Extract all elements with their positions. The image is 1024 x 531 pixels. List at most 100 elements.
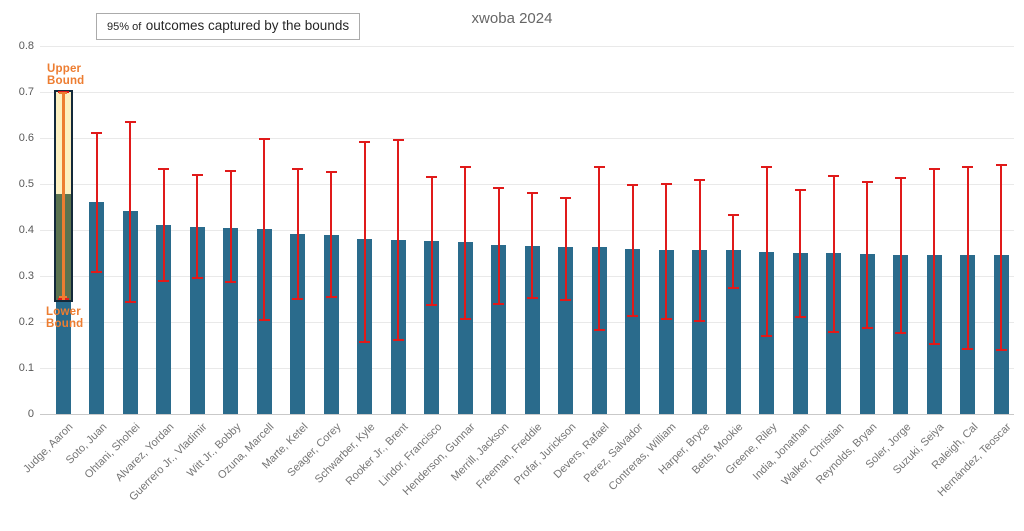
error-bar — [397, 138, 399, 342]
gridline — [40, 184, 1014, 185]
error-bar-cap — [124, 300, 136, 303]
error-bar — [799, 188, 801, 318]
error-bar-cap — [359, 340, 370, 343]
error-bar-cap — [895, 177, 906, 180]
y-tick-label: 0.6 — [18, 132, 34, 144]
bar — [491, 245, 506, 414]
bar — [658, 249, 674, 414]
error-bar-cap — [258, 138, 270, 140]
error-bar-cap-highlight — [59, 296, 67, 299]
bar — [290, 233, 305, 414]
error-bar — [564, 196, 567, 301]
error-bar-cap — [995, 349, 1007, 352]
error-bar — [1000, 163, 1002, 352]
bar — [625, 249, 640, 414]
error-bar-cap — [861, 327, 873, 330]
error-bar — [263, 138, 265, 321]
error-bar — [966, 165, 969, 350]
bar — [323, 234, 339, 414]
error-bar-cap — [91, 270, 102, 273]
error-bar-cap — [895, 331, 906, 334]
error-bar-cap-highlight — [59, 91, 67, 94]
error-bar-cap — [292, 298, 303, 301]
chart-title: xwoba 2024 — [471, 10, 553, 27]
error-bar-cap — [627, 314, 638, 317]
x-axis-line — [40, 414, 1014, 415]
y-tick-label: 0.3 — [18, 270, 34, 282]
error-bar-cap — [861, 180, 873, 183]
error-bar — [330, 170, 332, 299]
error-bar-cap — [225, 280, 236, 283]
error-bar — [430, 176, 433, 307]
error-bar — [95, 131, 98, 273]
legend-note-prefix: 95% of — [107, 21, 142, 33]
error-bar-cap — [225, 169, 236, 172]
error-bar-cap — [325, 296, 337, 299]
error-bar — [531, 192, 533, 300]
bar — [457, 242, 473, 414]
error-bar-cap — [459, 318, 471, 321]
error-bar — [832, 175, 835, 333]
error-bar-cap — [493, 187, 504, 190]
bar — [256, 229, 272, 414]
bar — [89, 202, 104, 414]
error-bar-cap — [426, 304, 437, 307]
error-bar — [296, 168, 299, 301]
bar — [859, 253, 875, 414]
error-bar-cap — [392, 138, 404, 141]
error-bar-cap — [359, 140, 370, 143]
error-bar-cap — [124, 120, 136, 123]
error-bar-cap — [828, 330, 839, 333]
error-bar — [866, 180, 868, 330]
error-bar-cap — [426, 176, 437, 179]
error-bar — [631, 183, 634, 317]
error-bar-cap — [593, 328, 605, 331]
error-bar-cap — [727, 286, 739, 289]
error-bar-cap — [325, 170, 337, 173]
bar — [826, 253, 841, 414]
error-bar-cap — [660, 182, 672, 185]
error-bar — [497, 187, 500, 305]
error-bar-cap — [493, 302, 504, 305]
error-bar-cap — [761, 166, 772, 169]
error-bar — [899, 177, 902, 334]
y-tick-label: 0.4 — [18, 224, 34, 236]
error-bar-cap — [962, 165, 973, 168]
bar — [524, 245, 540, 414]
legend-note-text: outcomes captured by the bounds — [145, 18, 350, 33]
error-bar — [765, 166, 768, 338]
error-bar — [363, 140, 366, 343]
bar — [558, 247, 573, 414]
error-bar — [598, 165, 600, 331]
bar — [692, 250, 707, 414]
gridline — [40, 92, 1014, 93]
error-bar — [732, 214, 734, 289]
bar — [792, 253, 808, 414]
bar — [424, 240, 439, 414]
gridline — [40, 46, 1014, 47]
y-tick-label: 0.8 — [18, 40, 34, 52]
y-tick-label: 0 — [27, 408, 34, 420]
error-bar-cap — [459, 166, 471, 169]
error-bar — [464, 166, 466, 321]
error-bar — [162, 168, 165, 282]
error-bar-cap — [593, 165, 605, 168]
error-bar — [933, 167, 935, 346]
error-bar-cap — [526, 192, 538, 195]
error-bar-cap — [761, 335, 772, 338]
error-bar-cap — [627, 183, 638, 186]
bar — [189, 226, 205, 414]
bar — [156, 225, 171, 414]
error-bar-cap — [794, 188, 806, 191]
legend-note-box: 95% of outcomes captured by the bounds — [96, 13, 361, 40]
error-bar-cap — [928, 167, 940, 170]
error-bar-cap — [727, 214, 739, 217]
error-bar-cap — [794, 315, 806, 318]
error-bar-cap — [694, 320, 705, 323]
error-bar-cap — [526, 297, 538, 300]
error-bar — [129, 120, 131, 303]
bar — [122, 210, 138, 414]
error-bar-cap — [158, 168, 169, 171]
y-tick-label: 0.5 — [18, 178, 34, 190]
error-bar-cap — [660, 317, 672, 320]
